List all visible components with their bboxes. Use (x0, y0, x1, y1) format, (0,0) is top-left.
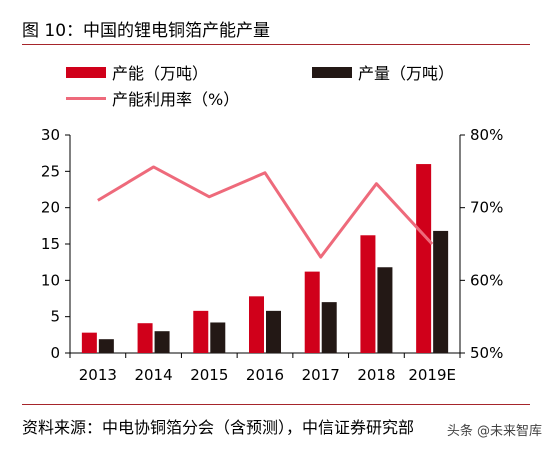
left-tick-label: 0 (50, 344, 60, 362)
output-bar (377, 267, 393, 353)
capacity-bar (304, 271, 320, 353)
right-tick-label: 60% (470, 271, 503, 289)
capacity-bar (81, 332, 97, 353)
legend-capacity-swatch (66, 66, 106, 78)
left-tick-label: 25 (41, 162, 60, 180)
source-divider (22, 404, 530, 405)
left-tick-label: 30 (41, 126, 60, 144)
x-tick-label: 2016 (246, 366, 284, 384)
capacity-bar (193, 310, 209, 353)
legend-output-label: 产量（万吨） (358, 64, 455, 83)
right-tick-label: 70% (470, 199, 503, 217)
legend-capacity-label: 产能（万吨） (112, 64, 209, 83)
x-tick-label: 2019E (408, 366, 456, 384)
x-tick-label: 2018 (357, 366, 395, 384)
legend-capacity: 产能（万吨） (66, 60, 208, 84)
utilization-line (97, 165, 434, 259)
x-tick-label: 2015 (190, 366, 228, 384)
output-bar (321, 302, 337, 353)
legend-output-swatch (312, 66, 352, 78)
capacity-bar (249, 296, 264, 353)
capacity-bar (137, 323, 153, 353)
x-tick-label: 2013 (79, 366, 117, 384)
output-bar (210, 322, 226, 353)
capacity-bar (416, 164, 432, 353)
x-tick-label: 2014 (134, 366, 172, 384)
capacity-bar (360, 235, 376, 353)
output-bar (154, 331, 170, 353)
legend-utilization-label: 产能利用率（%） (112, 90, 240, 109)
chart-title: 图 10：中国的锂电铜箔产能产量 (22, 21, 271, 41)
legend-utilization-swatch (66, 96, 106, 100)
left-tick-label: 15 (41, 235, 60, 253)
right-tick-label: 80% (470, 126, 503, 144)
output-bar (98, 339, 114, 353)
output-bar (266, 310, 281, 353)
right-tick-label: 50% (470, 344, 503, 362)
watermark: 头条 @未来智库 (446, 424, 542, 439)
legend-utilization: 产能利用率（%） (66, 86, 239, 110)
output-bar (433, 230, 449, 353)
left-tick-label: 5 (50, 308, 60, 326)
title-divider (22, 44, 530, 45)
left-tick-label: 20 (41, 199, 60, 217)
left-tick-label: 10 (41, 271, 60, 289)
source-note: 资料来源：中电协铜箔分会（含预测），中信证券研究部 (22, 418, 415, 437)
legend-output: 产量（万吨） (312, 60, 454, 84)
x-tick-label: 2017 (302, 366, 340, 384)
